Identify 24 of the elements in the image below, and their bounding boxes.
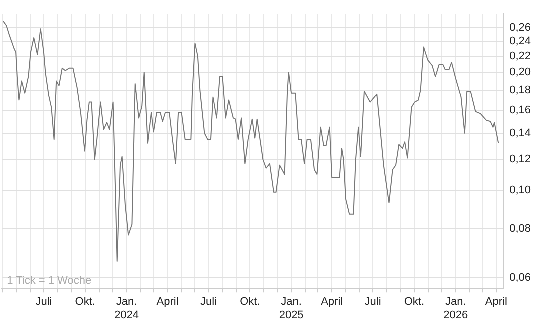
x-tick-label: Okt. [404,296,425,308]
x-tick-label: Jan. 2025 [279,296,304,322]
y-tick-label: 0,20 [510,66,532,79]
x-tick-label: Juli [36,296,52,308]
y-tick-label: 0,10 [510,184,532,197]
x-tick-label: Okt. [240,296,260,308]
x-tick-label: April [485,296,508,308]
x-tick-label: April [156,296,179,308]
y-tick-label: 0,14 [510,127,532,140]
y-tick-label: 0,26 [510,22,532,34]
x-tick-label: Juli [200,296,217,308]
x-tick-label: Okt. [75,296,96,308]
x-tick-label: Jan. 2024 [114,296,140,322]
y-tick-label: 0,24 [510,36,532,48]
y-tick-label: 0,22 [510,50,532,62]
y-tick-label: 0,12 [510,154,532,166]
x-tick-label: Juli [364,296,382,308]
annotation: 1 Tick = 1 Woche [7,275,92,288]
y-tick-label: 0,06 [510,272,532,284]
x-tick-label: April [321,296,344,308]
y-tick-label: 0,16 [510,104,532,117]
x-tick-label: Jan. 2026 [444,296,468,322]
y-tick-label: 0,18 [510,84,532,97]
y-tick-label: 0,08 [510,222,532,235]
